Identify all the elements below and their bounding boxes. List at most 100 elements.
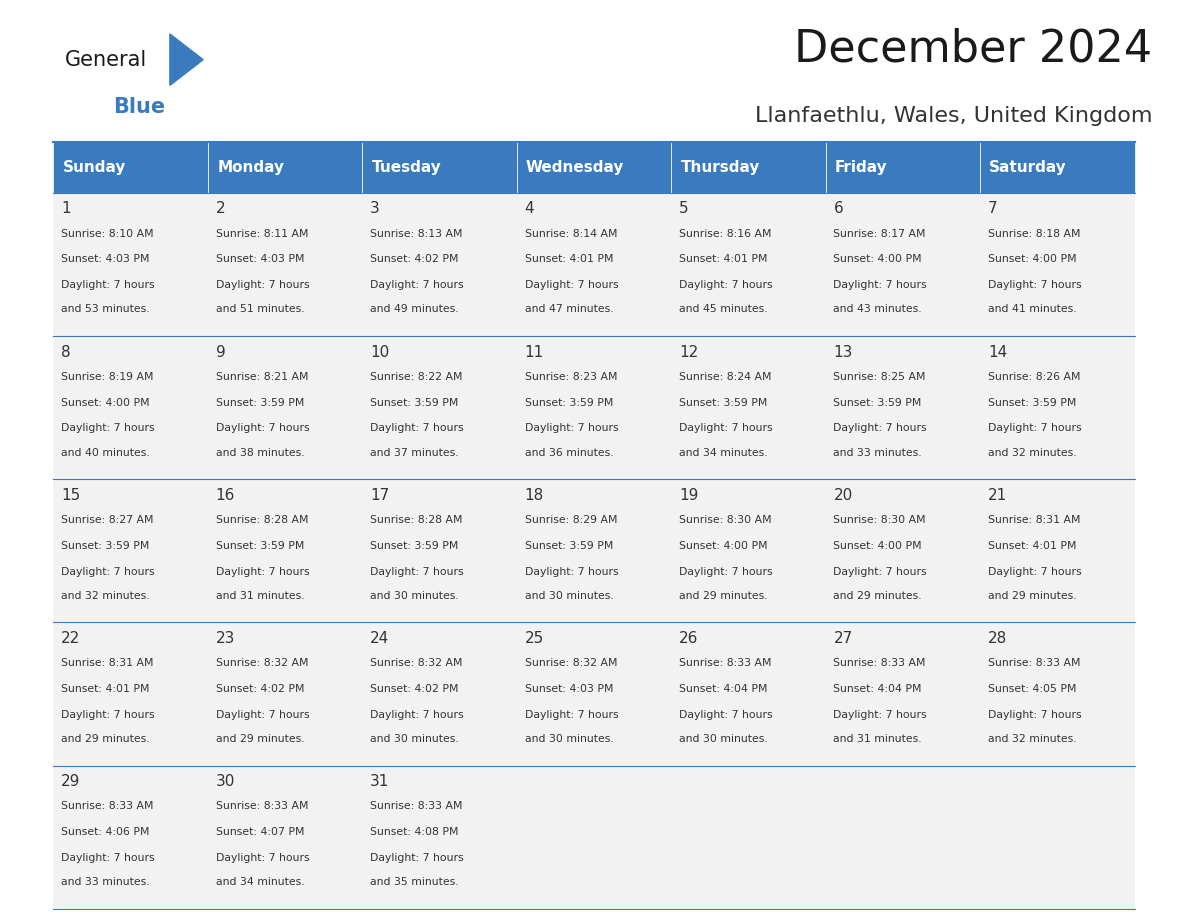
Text: Sunrise: 8:25 AM: Sunrise: 8:25 AM (833, 372, 925, 382)
Text: and 29 minutes.: and 29 minutes. (987, 591, 1076, 601)
Bar (980, 336, 1135, 479)
Text: Daylight: 7 hours: Daylight: 7 hours (369, 566, 463, 577)
Text: Daylight: 7 hours: Daylight: 7 hours (987, 710, 1081, 720)
Text: Sunrise: 8:13 AM: Sunrise: 8:13 AM (369, 229, 462, 239)
Text: and 30 minutes.: and 30 minutes. (369, 734, 459, 744)
Bar (671, 622, 826, 766)
Text: Daylight: 7 hours: Daylight: 7 hours (61, 566, 154, 577)
Text: Sunset: 4:00 PM: Sunset: 4:00 PM (833, 254, 922, 264)
Text: Daylight: 7 hours: Daylight: 7 hours (215, 566, 309, 577)
Text: Daylight: 7 hours: Daylight: 7 hours (678, 710, 772, 720)
Text: December 2024: December 2024 (795, 28, 1152, 71)
Text: 5: 5 (678, 201, 689, 217)
Text: Sunset: 4:07 PM: Sunset: 4:07 PM (215, 827, 304, 837)
Text: Daylight: 7 hours: Daylight: 7 hours (524, 423, 618, 433)
Text: Sunset: 4:06 PM: Sunset: 4:06 PM (61, 827, 150, 837)
Text: 7: 7 (987, 201, 998, 217)
Text: 14: 14 (987, 344, 1007, 360)
Bar (517, 193, 671, 336)
Text: Daylight: 7 hours: Daylight: 7 hours (215, 710, 309, 720)
Bar (671, 193, 826, 336)
Text: 8: 8 (61, 344, 71, 360)
Text: Sunrise: 8:33 AM: Sunrise: 8:33 AM (678, 658, 771, 668)
Text: 18: 18 (524, 487, 544, 503)
Text: Daylight: 7 hours: Daylight: 7 hours (524, 566, 618, 577)
Bar (980, 193, 1135, 336)
Text: Sunset: 4:00 PM: Sunset: 4:00 PM (833, 541, 922, 551)
Text: and 29 minutes.: and 29 minutes. (61, 734, 150, 744)
Text: Sunrise: 8:24 AM: Sunrise: 8:24 AM (678, 372, 771, 382)
Text: 11: 11 (524, 344, 544, 360)
Bar (208, 622, 362, 766)
Text: Sunset: 3:59 PM: Sunset: 3:59 PM (678, 397, 767, 408)
Text: Friday: Friday (835, 160, 887, 175)
Text: and 32 minutes.: and 32 minutes. (987, 734, 1076, 744)
Text: Sunset: 4:03 PM: Sunset: 4:03 PM (215, 254, 304, 264)
Text: Blue: Blue (113, 97, 165, 118)
Text: Llanfaethlu, Wales, United Kingdom: Llanfaethlu, Wales, United Kingdom (754, 106, 1152, 126)
Text: Sunset: 4:02 PM: Sunset: 4:02 PM (369, 684, 459, 694)
Bar (671, 766, 826, 909)
Bar (208, 336, 362, 479)
Text: Sunrise: 8:18 AM: Sunrise: 8:18 AM (987, 229, 1080, 239)
Text: 27: 27 (833, 631, 853, 646)
Text: Sunrise: 8:26 AM: Sunrise: 8:26 AM (987, 372, 1080, 382)
Text: 6: 6 (833, 201, 843, 217)
Text: Sunrise: 8:31 AM: Sunrise: 8:31 AM (61, 658, 153, 668)
Text: Sunset: 4:04 PM: Sunset: 4:04 PM (833, 684, 922, 694)
Text: Daylight: 7 hours: Daylight: 7 hours (61, 423, 154, 433)
Text: Sunrise: 8:16 AM: Sunrise: 8:16 AM (678, 229, 771, 239)
Text: Sunrise: 8:23 AM: Sunrise: 8:23 AM (524, 372, 617, 382)
Text: 31: 31 (369, 774, 390, 789)
Text: Sunset: 4:01 PM: Sunset: 4:01 PM (987, 541, 1076, 551)
Text: Sunset: 3:59 PM: Sunset: 3:59 PM (524, 397, 613, 408)
Bar (517, 766, 671, 909)
Text: Sunset: 4:05 PM: Sunset: 4:05 PM (987, 684, 1076, 694)
Text: and 43 minutes.: and 43 minutes. (833, 305, 922, 315)
Bar (362, 766, 517, 909)
Text: and 32 minutes.: and 32 minutes. (987, 448, 1076, 458)
Bar (517, 479, 671, 622)
Bar (208, 766, 362, 909)
Text: Daylight: 7 hours: Daylight: 7 hours (369, 423, 463, 433)
Text: and 41 minutes.: and 41 minutes. (987, 305, 1076, 315)
Text: Sunset: 4:03 PM: Sunset: 4:03 PM (61, 254, 150, 264)
Text: Daylight: 7 hours: Daylight: 7 hours (524, 280, 618, 290)
Bar (208, 193, 362, 336)
Text: Sunset: 3:59 PM: Sunset: 3:59 PM (369, 541, 459, 551)
Text: Sunset: 4:01 PM: Sunset: 4:01 PM (524, 254, 613, 264)
Text: Sunrise: 8:33 AM: Sunrise: 8:33 AM (833, 658, 925, 668)
Polygon shape (170, 34, 203, 85)
Text: and 47 minutes.: and 47 minutes. (524, 305, 613, 315)
Text: 20: 20 (833, 487, 853, 503)
Text: Sunrise: 8:10 AM: Sunrise: 8:10 AM (61, 229, 153, 239)
Text: Sunset: 4:02 PM: Sunset: 4:02 PM (369, 254, 459, 264)
Text: and 30 minutes.: and 30 minutes. (524, 591, 613, 601)
Text: Sunrise: 8:11 AM: Sunrise: 8:11 AM (215, 229, 308, 239)
Bar (826, 766, 980, 909)
Bar (517, 622, 671, 766)
Text: Sunrise: 8:32 AM: Sunrise: 8:32 AM (215, 658, 308, 668)
Text: General: General (65, 50, 147, 70)
Text: and 31 minutes.: and 31 minutes. (833, 734, 922, 744)
Text: Daylight: 7 hours: Daylight: 7 hours (833, 566, 927, 577)
Text: Sunrise: 8:32 AM: Sunrise: 8:32 AM (369, 658, 462, 668)
Text: Sunrise: 8:29 AM: Sunrise: 8:29 AM (524, 515, 617, 525)
Text: Wednesday: Wednesday (526, 160, 625, 175)
Text: 9: 9 (215, 344, 226, 360)
Text: 28: 28 (987, 631, 1007, 646)
Text: Daylight: 7 hours: Daylight: 7 hours (215, 853, 309, 863)
Text: 15: 15 (61, 487, 81, 503)
Text: and 38 minutes.: and 38 minutes. (215, 448, 304, 458)
Text: Daylight: 7 hours: Daylight: 7 hours (987, 423, 1081, 433)
Text: Sunset: 3:59 PM: Sunset: 3:59 PM (61, 541, 150, 551)
Text: Sunrise: 8:22 AM: Sunrise: 8:22 AM (369, 372, 462, 382)
Text: Sunset: 4:04 PM: Sunset: 4:04 PM (678, 684, 767, 694)
Text: and 34 minutes.: and 34 minutes. (215, 878, 304, 888)
Text: Sunset: 3:59 PM: Sunset: 3:59 PM (215, 541, 304, 551)
Text: Daylight: 7 hours: Daylight: 7 hours (61, 710, 154, 720)
Text: Thursday: Thursday (681, 160, 760, 175)
Text: 13: 13 (833, 344, 853, 360)
Text: Sunrise: 8:19 AM: Sunrise: 8:19 AM (61, 372, 153, 382)
Text: Sunset: 4:03 PM: Sunset: 4:03 PM (524, 684, 613, 694)
